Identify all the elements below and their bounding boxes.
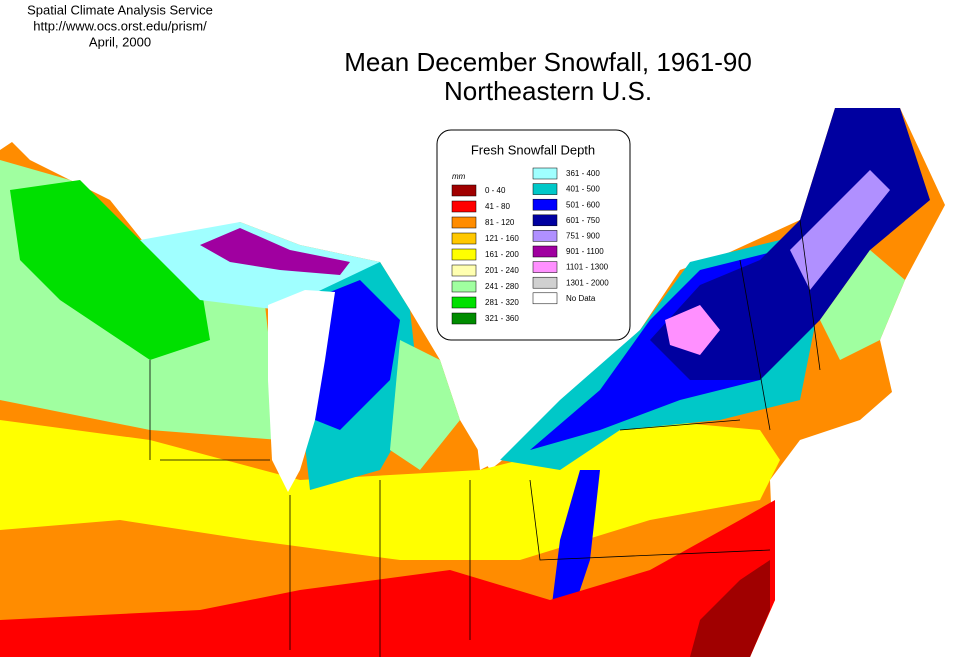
- map: [0, 108, 945, 657]
- band: [0, 500, 775, 657]
- legend-swatch: [532, 292, 558, 305]
- legend-label: 1101 - 1300: [566, 263, 609, 272]
- band: [650, 108, 930, 380]
- legend-unit: mm: [452, 172, 466, 181]
- legend-swatch: [532, 198, 558, 211]
- legend-label: 81 - 120: [485, 218, 515, 227]
- legend-label: 281 - 320: [485, 298, 519, 307]
- band: [10, 180, 210, 360]
- legend-label: 321 - 360: [485, 314, 519, 323]
- header-line: http://www.ocs.orst.edu/prism/: [33, 18, 207, 33]
- legend-label: 751 - 900: [566, 232, 600, 241]
- legend-swatch: [532, 245, 558, 258]
- legend-swatch: [532, 214, 558, 227]
- band: [200, 228, 350, 275]
- header: Spatial Climate Analysis Service http://…: [27, 2, 213, 49]
- legend-label: 241 - 280: [485, 282, 519, 291]
- legend-label: 401 - 500: [566, 185, 600, 194]
- band: [820, 250, 905, 360]
- legend-swatch: [451, 216, 477, 229]
- legend-title: Fresh Snowfall Depth: [471, 142, 595, 157]
- legend-swatch: [532, 230, 558, 242]
- legend-label: 0 - 40: [485, 186, 506, 195]
- legend-swatch: [451, 280, 477, 293]
- legend-swatch: [451, 296, 477, 309]
- legend-label: 161 - 200: [485, 250, 519, 259]
- legend-label: 901 - 1100: [566, 247, 604, 256]
- band: [790, 170, 890, 290]
- legend-label: 501 - 600: [566, 200, 600, 209]
- band: [550, 470, 600, 620]
- band: [690, 560, 770, 657]
- subtitle: Northeastern U.S.: [444, 76, 652, 106]
- legend-swatch: [532, 261, 558, 273]
- legend-label: 361 - 400: [566, 169, 600, 178]
- legend-swatch: [451, 248, 477, 261]
- header-line: April, 2000: [89, 34, 151, 49]
- legend-swatch: [451, 184, 477, 197]
- legend-label: 201 - 240: [485, 266, 519, 275]
- legend-swatch: [451, 232, 477, 245]
- legend-label: No Data: [566, 294, 596, 303]
- lake: [440, 360, 520, 470]
- legend-swatch: [451, 264, 477, 277]
- legend-swatch: [451, 312, 477, 325]
- legend-label: 121 - 160: [485, 234, 519, 243]
- legend-swatch: [532, 167, 558, 180]
- legend-swatch: [451, 200, 477, 213]
- legend: Fresh Snowfall Depth mm 0 - 40 41 - 80 81 …: [436, 129, 631, 341]
- band: [310, 280, 400, 430]
- legend-label: 41 - 80: [485, 202, 510, 211]
- legend-label: 601 - 750: [566, 216, 600, 225]
- legend-label: 1301 - 2000: [566, 278, 609, 287]
- legend-swatch: [532, 183, 558, 195]
- lake: [268, 290, 335, 492]
- band: [665, 305, 720, 355]
- header-line: Spatial Climate Analysis Service: [27, 2, 213, 17]
- band: [390, 340, 460, 470]
- legend-swatch: [532, 276, 558, 289]
- title: Mean December Snowfall, 1961-90: [344, 47, 752, 77]
- state-borders: [149, 219, 821, 657]
